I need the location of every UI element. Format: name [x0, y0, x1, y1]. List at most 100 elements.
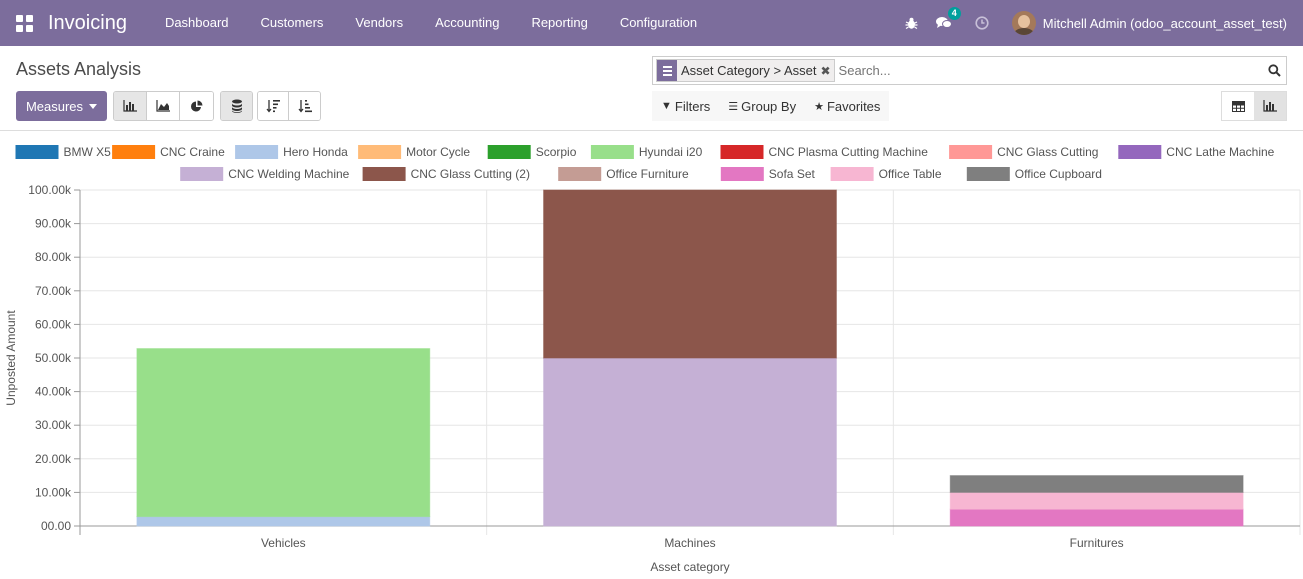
menu-item-dashboard[interactable]: Dashboard — [164, 15, 229, 30]
graph-view-button[interactable] — [1254, 92, 1286, 120]
legend-label: BMW X5 — [64, 145, 112, 159]
bars-icon: ☰ — [728, 100, 739, 113]
area-chart-icon — [156, 100, 170, 112]
clock-icon[interactable] — [975, 16, 989, 30]
y-axis-label: Unposted Amount — [4, 310, 18, 406]
y-tick-label: 70.00k — [35, 284, 72, 298]
group-by-icon — [657, 60, 677, 81]
legend-label: Office Furniture — [606, 167, 689, 181]
table-icon — [1231, 100, 1245, 112]
legend-swatch — [949, 145, 993, 159]
sort-descending-button[interactable] — [258, 92, 289, 120]
legend-swatch — [590, 145, 634, 159]
y-tick-label: 00.00 — [41, 519, 71, 533]
bar-segment — [543, 357, 837, 527]
legend-label: CNC Glass Cutting (2) — [411, 167, 530, 181]
bar-segment — [543, 189, 837, 359]
control-panel-divider — [0, 130, 1303, 131]
legend-label: Scorpio — [536, 145, 577, 159]
y-tick-label: 40.00k — [35, 385, 72, 399]
sort-ascending-button[interactable] — [289, 92, 320, 120]
menu-item-configuration[interactable]: Configuration — [619, 15, 698, 30]
navbar-systray: 4 Mitchell Admin (odoo_account_asset_tes… — [896, 0, 1303, 46]
favorites-button[interactable]: ★ Favorites — [814, 98, 881, 114]
y-tick-label: 80.00k — [35, 250, 72, 264]
sort-group — [257, 91, 321, 121]
measures-label: Measures — [25, 98, 84, 114]
search-bar: Asset Category > Asset ✖ — [652, 56, 1287, 85]
avatar[interactable] — [1011, 11, 1036, 35]
search-facet: Asset Category > Asset ✖ — [656, 59, 835, 82]
legend-label: CNC Plasma Cutting Machine — [769, 145, 929, 159]
app-title[interactable]: Invoicing — [48, 11, 127, 34]
menu-item-reporting[interactable]: Reporting — [531, 15, 588, 30]
page-title: Assets Analysis — [16, 59, 142, 79]
facet-label: Asset Category > Asset — [681, 63, 817, 78]
legend-label: Office Cupboard — [1015, 167, 1102, 181]
y-tick-label: 10.00k — [35, 485, 72, 499]
filters-button[interactable]: ▼ Filters — [661, 98, 711, 114]
bar-segment — [136, 516, 431, 527]
pie-chart-button[interactable] — [180, 92, 213, 120]
bug-icon[interactable] — [905, 17, 918, 30]
stack-toggle-group — [220, 91, 253, 121]
y-tick-label: 20.00k — [35, 452, 72, 466]
x-axis-label: Asset category — [650, 560, 729, 574]
legend-swatch — [966, 167, 1010, 181]
chat-icon[interactable]: 4 — [935, 7, 961, 30]
search-options: ▼ Filters ☰ Group By ★ Favorites — [652, 91, 890, 121]
legend-swatch — [15, 145, 59, 159]
apps-grid-icon[interactable] — [16, 14, 33, 32]
x-tick-label: Vehicles — [261, 536, 306, 550]
legend-swatch — [720, 167, 764, 181]
y-tick-label: 90.00k — [35, 217, 72, 231]
pie-chart-icon — [191, 100, 203, 111]
legend-swatch — [720, 145, 764, 159]
caret-down-icon — [89, 103, 98, 109]
legend-label: Hyundai i20 — [639, 145, 703, 159]
legend-swatch — [830, 167, 874, 181]
stacked-button[interactable] — [221, 92, 252, 120]
legend-swatch — [1118, 145, 1162, 159]
group-by-button[interactable]: ☰ Group By — [728, 98, 797, 114]
legend-label: Motor Cycle — [406, 145, 470, 159]
facet-remove-icon[interactable]: ✖ — [820, 63, 831, 78]
chart-type-group — [113, 91, 214, 121]
bar-segment — [136, 348, 431, 518]
menu-item-customers[interactable]: Customers — [260, 15, 324, 30]
bar-chart-button[interactable] — [114, 92, 147, 120]
bar-chart-icon — [123, 100, 137, 112]
line-chart-button[interactable] — [147, 92, 180, 120]
star-icon: ★ — [814, 100, 824, 113]
sort-amount-desc-icon — [266, 100, 280, 113]
x-tick-label: Furnitures — [1070, 536, 1124, 550]
legend-label: Sofa Set — [769, 167, 816, 181]
legend-swatch — [358, 145, 402, 159]
y-tick-label: 50.00k — [35, 351, 72, 365]
pivot-view-button[interactable] — [1222, 92, 1254, 120]
legend-swatch — [112, 145, 156, 159]
filter-icon: ▼ — [661, 100, 672, 112]
database-icon — [231, 99, 242, 113]
menu-item-accounting[interactable]: Accounting — [435, 15, 500, 30]
user-name[interactable]: Mitchell Admin (odoo_account_asset_test) — [1042, 15, 1287, 31]
y-tick-label: 100.00k — [28, 183, 72, 197]
legend-swatch — [558, 167, 602, 181]
x-tick-label: Machines — [664, 536, 715, 550]
sort-amount-asc-icon — [297, 100, 312, 113]
search-icon[interactable] — [1262, 64, 1286, 77]
menu-item-vendors[interactable]: Vendors — [355, 15, 404, 30]
view-switcher — [1221, 91, 1287, 121]
legend-label: CNC Welding Machine — [228, 167, 349, 181]
legend-swatch — [235, 145, 279, 159]
bar-segment — [949, 491, 1244, 510]
legend-label: CNC Lathe Machine — [1166, 145, 1274, 159]
message-count-badge: 4 — [947, 7, 961, 20]
y-tick-label: 30.00k — [35, 418, 72, 432]
measures-button[interactable]: Measures — [16, 91, 107, 121]
legend-swatch — [362, 167, 406, 181]
bar-segment — [949, 475, 1244, 493]
bar-chart-icon — [1263, 100, 1277, 112]
search-input[interactable] — [838, 58, 1262, 83]
legend-label: Office Table — [879, 167, 942, 181]
